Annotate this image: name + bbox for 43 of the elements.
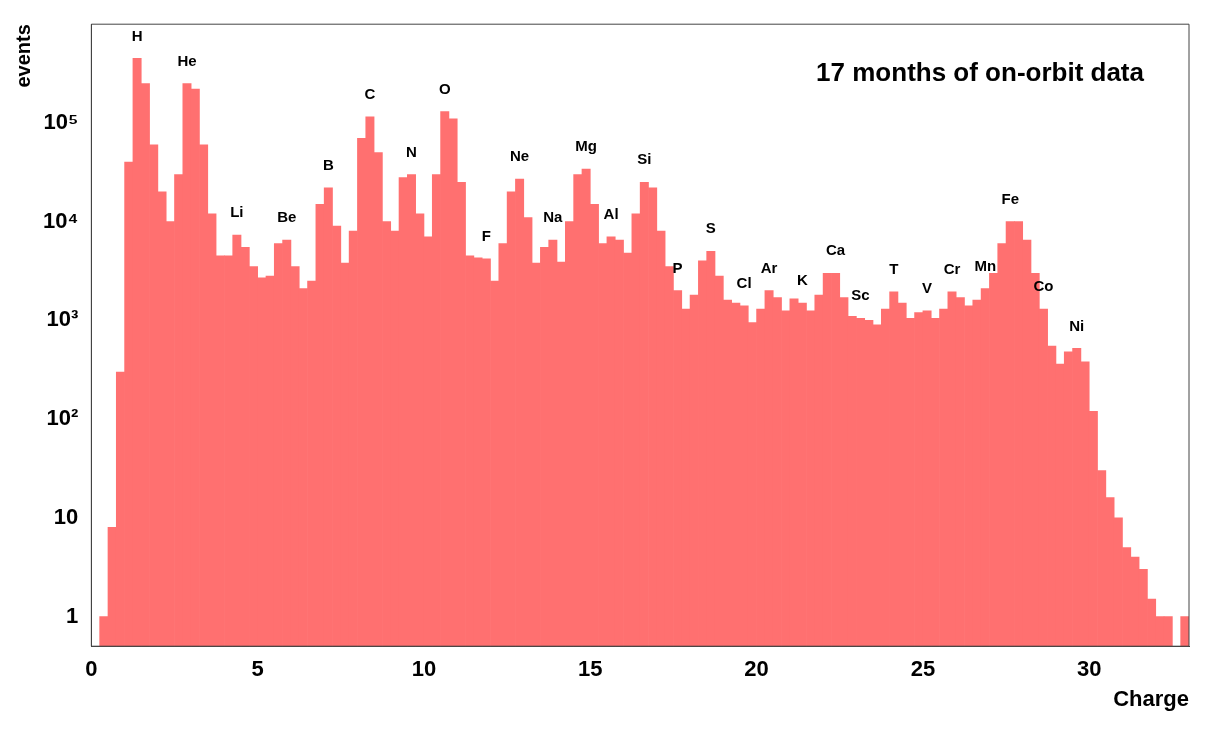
annotation: Mg: [575, 137, 597, 155]
annotation: C: [364, 85, 376, 103]
annotation: Na: [543, 208, 564, 226]
x-tick-label: 5: [251, 656, 264, 682]
x-tick-label: 15: [578, 656, 603, 682]
y-tick-label: 10³: [46, 306, 79, 332]
x-tick-label: 20: [744, 656, 769, 682]
x-tick-label: 0: [85, 656, 98, 682]
x-axis-title: Charge: [1113, 685, 1189, 711]
annotation: T: [889, 259, 899, 277]
annotation: Ne: [510, 147, 530, 165]
annotation: B: [322, 155, 334, 173]
annotation: Be: [277, 208, 297, 226]
annotation: O: [438, 79, 451, 97]
y-tick-label: 10⁴: [42, 207, 79, 233]
annotation: S: [705, 219, 716, 237]
annotation: Ar: [760, 258, 778, 276]
x-tick-label: 30: [1076, 656, 1102, 682]
y-tick-label: 10²: [46, 405, 79, 431]
annotation: Fe: [1001, 189, 1019, 207]
annotation: P: [672, 258, 683, 276]
annotation: Cl: [736, 274, 752, 292]
annotation: Si: [637, 150, 652, 168]
annotation: K: [796, 271, 808, 289]
annotation: Sc: [851, 286, 870, 304]
y-tick-label: 1: [66, 602, 79, 628]
annotation: Li: [230, 203, 244, 221]
annotation: Cr: [943, 259, 961, 277]
annotation: H: [131, 26, 143, 44]
annotation: Mn: [974, 256, 997, 274]
annotation: F: [481, 226, 491, 244]
y-tick-label: 10⁵: [43, 108, 79, 134]
x-tick-label: 10: [411, 656, 437, 682]
y-axis-title: events: [11, 24, 34, 88]
y-tick-label: 10: [53, 503, 79, 529]
annotation: Al: [603, 205, 619, 223]
annotation: Ni: [1069, 316, 1085, 334]
annotation: V: [922, 278, 933, 296]
annotation: Ca: [826, 241, 846, 259]
annotation: N: [406, 142, 417, 160]
annotation: He: [177, 51, 197, 69]
x-tick-label: 25: [910, 656, 936, 682]
annotation: 17 months of on-orbit data: [816, 57, 1145, 88]
